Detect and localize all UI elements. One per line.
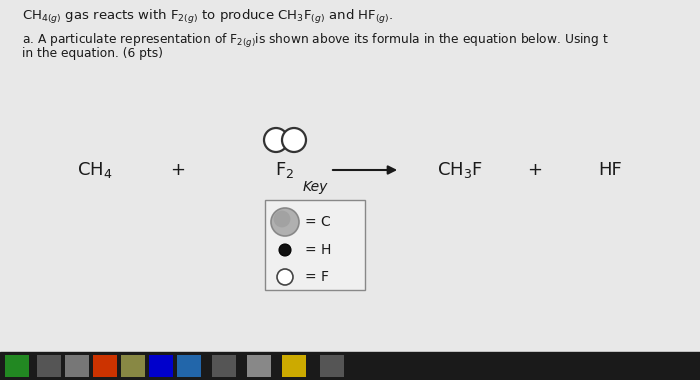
Text: +: + [171, 161, 186, 179]
Circle shape [279, 244, 291, 256]
Text: HF: HF [598, 161, 622, 179]
Circle shape [282, 128, 306, 152]
Text: = H: = H [305, 243, 331, 257]
Text: +: + [528, 161, 542, 179]
Text: CH$_{4(g)}$ gas reacts with F$_{2(g)}$ to produce CH$_3$F$_{(g)}$ and HF$_{(g)}$: CH$_{4(g)}$ gas reacts with F$_{2(g)}$ t… [22, 8, 393, 26]
Bar [177, 355, 201, 377]
Circle shape [271, 208, 299, 236]
Circle shape [277, 269, 293, 285]
Bar [0, 352, 700, 380]
Bar [320, 355, 344, 377]
Bar [5, 355, 29, 377]
Text: $\mathregular{CH_4}$: $\mathregular{CH_4}$ [77, 160, 113, 180]
Bar [65, 355, 89, 377]
Text: a. A particulate representation of F$_{2(g)}$is shown above its formula in the e: a. A particulate representation of F$_{2… [22, 32, 609, 50]
Bar [149, 355, 173, 377]
Bar [93, 355, 117, 377]
Text: $\mathregular{F_2}$: $\mathregular{F_2}$ [275, 160, 295, 180]
Bar [121, 355, 145, 377]
FancyBboxPatch shape [265, 200, 365, 290]
Bar [247, 355, 271, 377]
Circle shape [274, 211, 290, 227]
Text: = C: = C [305, 215, 330, 229]
Circle shape [264, 128, 288, 152]
Text: = F: = F [305, 270, 329, 284]
Bar [37, 355, 61, 377]
Text: Key: Key [302, 180, 328, 194]
Bar [282, 355, 306, 377]
Text: in the equation. (6 pts): in the equation. (6 pts) [22, 47, 163, 60]
Text: $\mathregular{CH_3F}$: $\mathregular{CH_3F}$ [437, 160, 483, 180]
Bar [212, 355, 236, 377]
